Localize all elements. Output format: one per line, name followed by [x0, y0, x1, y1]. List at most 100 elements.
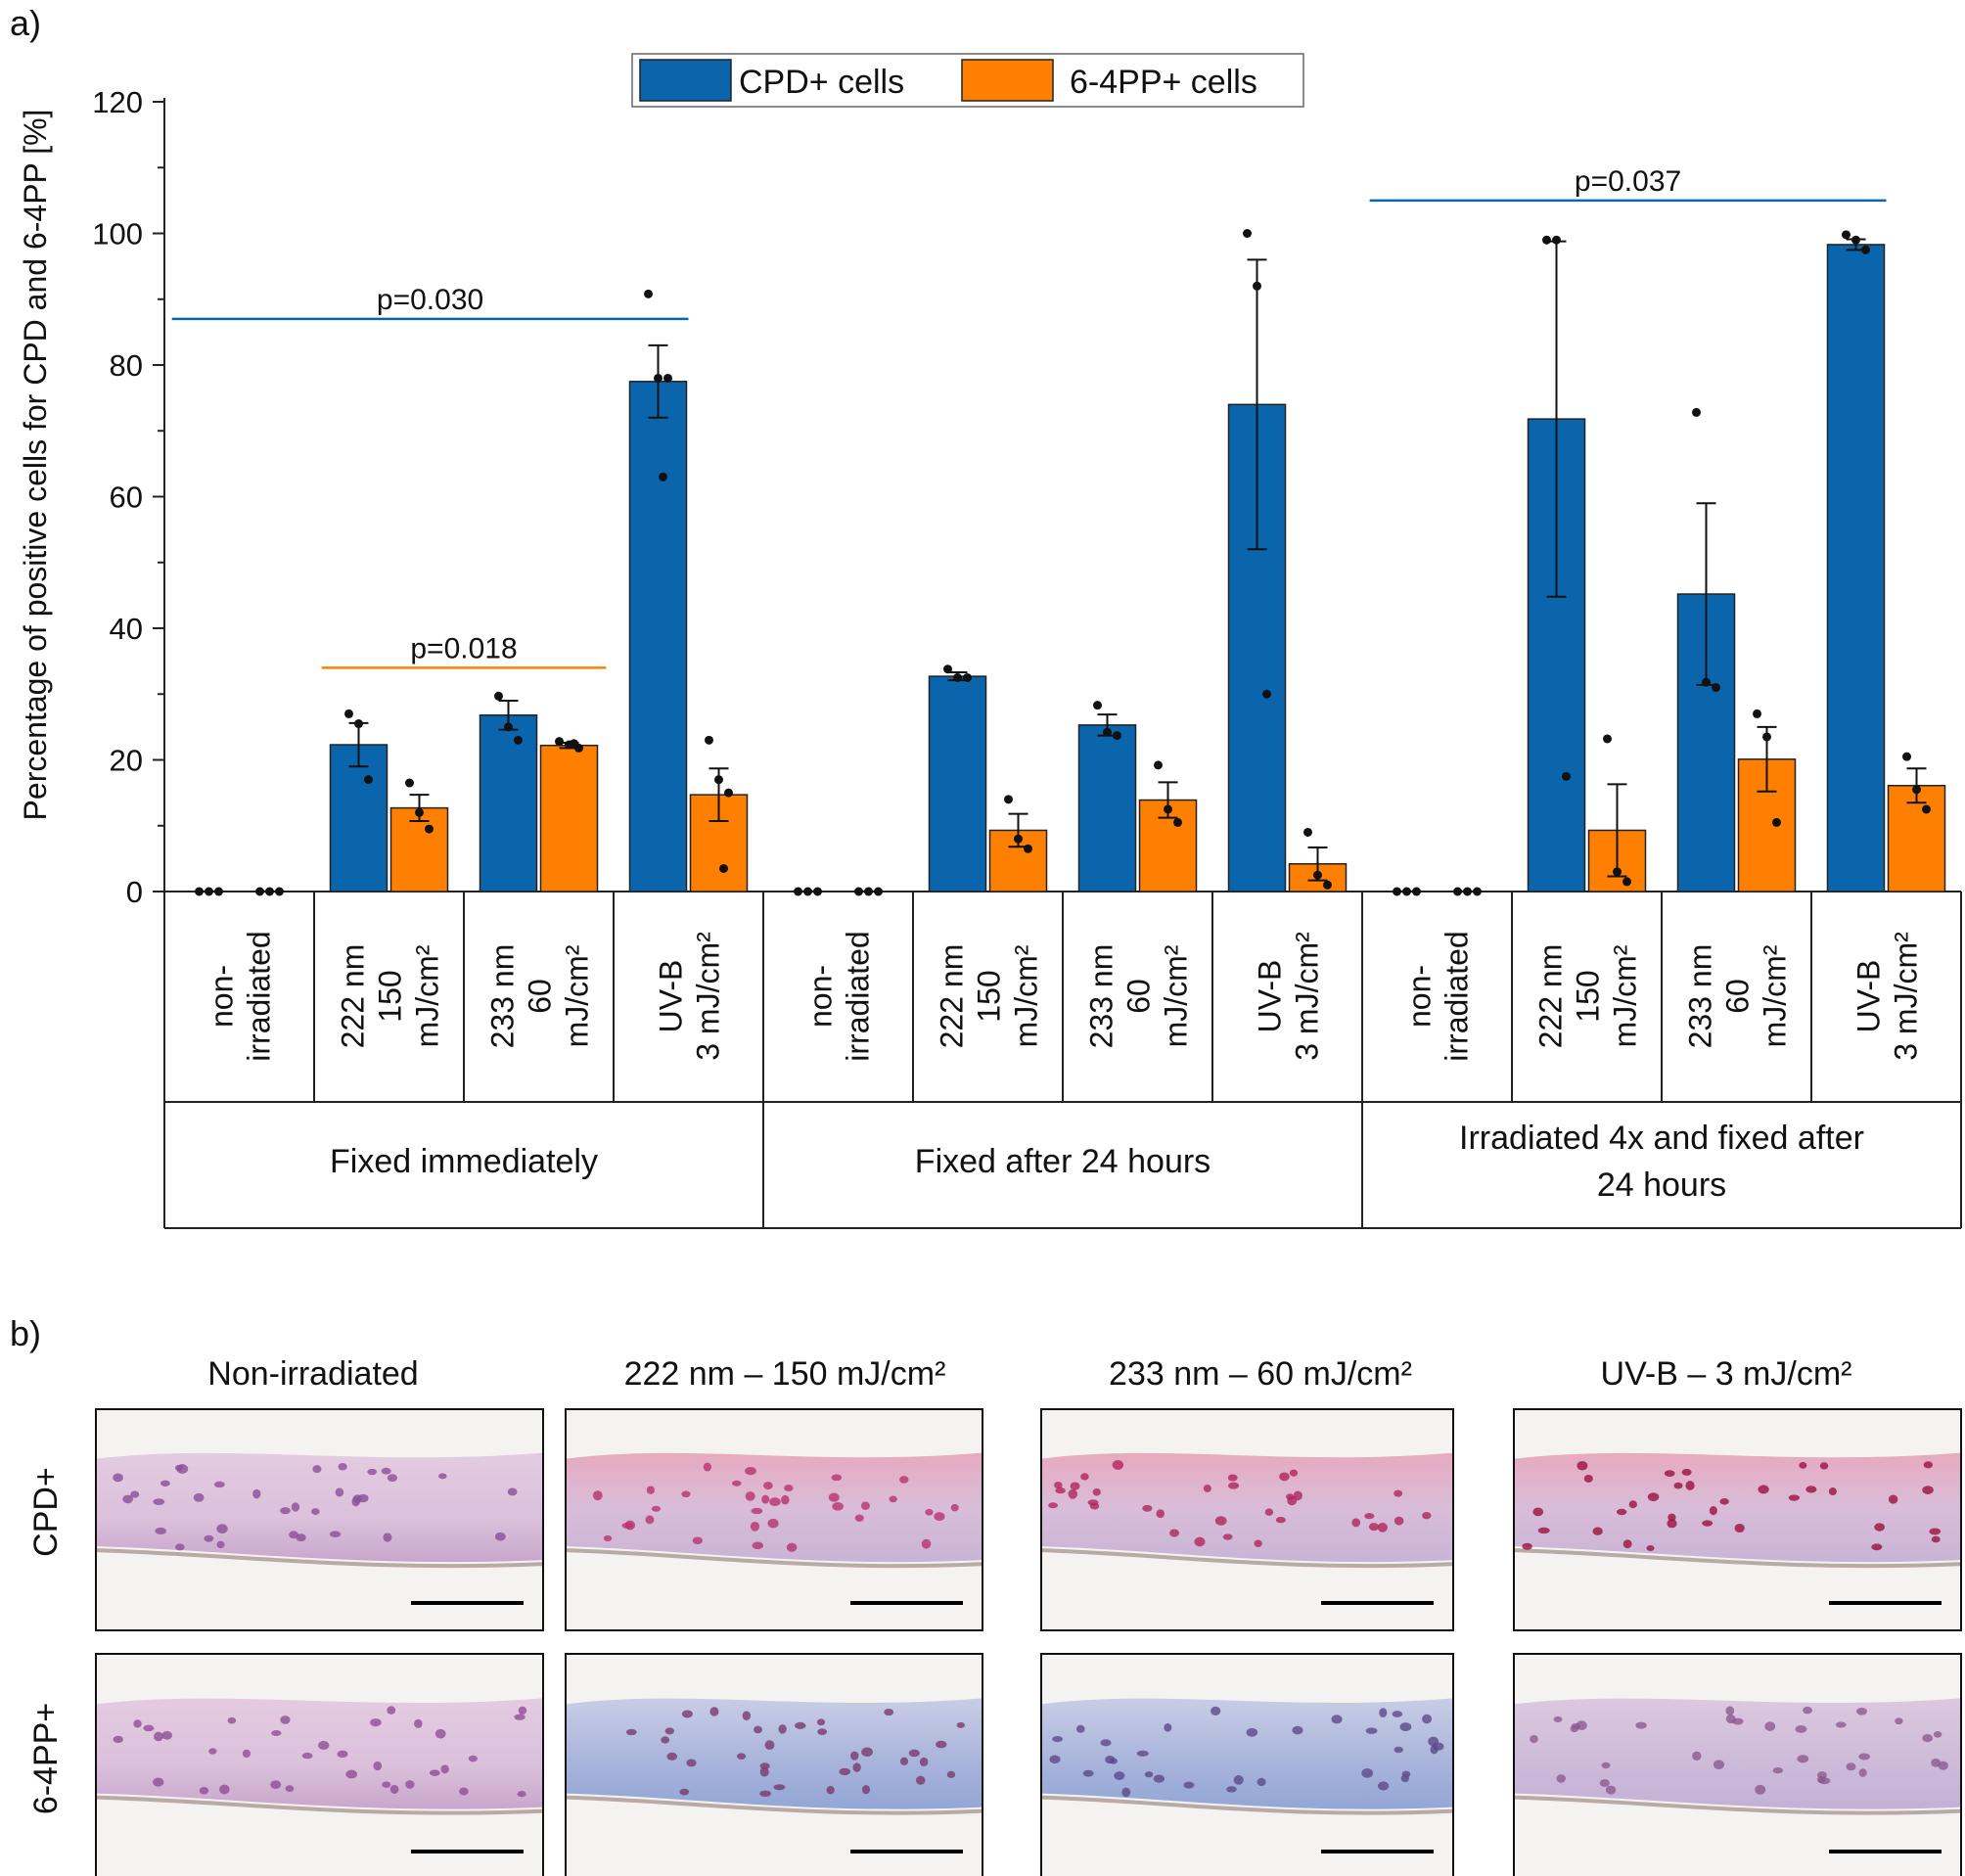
pp-data-point: [1463, 887, 1472, 896]
cell-nucleus: [1532, 1507, 1544, 1517]
cell-nucleus: [174, 1464, 184, 1471]
cell-nucleus: [1194, 1536, 1206, 1547]
cell-nucleus: [1068, 1488, 1077, 1499]
category-label: 233 nm: [1084, 944, 1120, 1049]
cell-nucleus: [1799, 1461, 1807, 1469]
cell-nucleus: [603, 1534, 613, 1542]
pp-data-point: [1014, 834, 1023, 844]
cell-nucleus: [270, 1780, 282, 1790]
cell-nucleus: [1142, 1504, 1153, 1512]
cell-nucleus: [199, 1786, 209, 1795]
category-label: 233 nm: [485, 944, 521, 1049]
pp-data-point: [425, 824, 434, 834]
cell-nucleus: [1394, 1489, 1403, 1497]
group-label: 24 hours: [1597, 1167, 1726, 1204]
cpd-data-point: [953, 672, 962, 682]
cell-nucleus: [216, 1540, 225, 1549]
cell-nucleus: [817, 1728, 828, 1735]
cell-nucleus: [1049, 1755, 1061, 1764]
cell-nucleus: [1888, 1494, 1898, 1504]
legend-label: CPD+ cells: [739, 64, 904, 101]
cell-nucleus: [1855, 1707, 1868, 1716]
data-points: [195, 229, 1931, 896]
category-label: 233 nm: [1683, 944, 1718, 1049]
cell-nucleus: [1788, 1494, 1801, 1501]
group-label: Fixed after 24 hours: [915, 1143, 1211, 1180]
category-label: 150: [1571, 970, 1606, 1022]
cell-nucleus: [213, 1481, 225, 1488]
tissue-section: [96, 1452, 543, 1563]
cell-nucleus: [1805, 1486, 1817, 1493]
cell-nucleus: [692, 1536, 703, 1545]
category-label: 150: [373, 970, 408, 1022]
y-axis-label: Percentage of positive cells for CPD and…: [18, 110, 53, 821]
cell-nucleus: [1668, 1513, 1676, 1522]
category-label: non-: [1402, 965, 1438, 1028]
cell-nucleus: [1664, 1470, 1675, 1477]
cpd-data-point: [943, 664, 952, 674]
cell-nucleus: [414, 1718, 423, 1729]
cell-nucleus: [731, 1480, 742, 1487]
cpd-data-point: [214, 887, 223, 896]
y-tick-label: 0: [126, 875, 143, 909]
cell-nucleus: [1929, 1528, 1942, 1535]
category-label: 222 nm: [1533, 944, 1569, 1049]
cell-nucleus: [764, 1740, 775, 1751]
cell-nucleus: [1553, 1716, 1563, 1723]
cell-nucleus: [280, 1716, 291, 1724]
panel-a-label: a): [10, 3, 41, 43]
cell-nucleus: [1622, 1539, 1632, 1549]
cell-nucleus: [745, 1467, 756, 1476]
cell-nucleus: [1361, 1767, 1374, 1778]
y-tick-label: 60: [110, 480, 143, 515]
pp-data-point: [255, 887, 264, 896]
cell-nucleus: [1228, 1482, 1240, 1489]
cpd-data-point: [1103, 727, 1112, 737]
cell-nucleus: [318, 1740, 330, 1750]
cell-nucleus: [1772, 1767, 1784, 1774]
cell-nucleus: [154, 1731, 163, 1742]
cell-nucleus: [345, 1769, 357, 1779]
cell-nucleus: [1087, 1499, 1099, 1506]
cell-nucleus: [429, 1769, 440, 1776]
cell-nucleus: [1351, 1518, 1361, 1528]
micrograph-frame: [1513, 1653, 1962, 1876]
cell-nucleus: [204, 1534, 214, 1542]
cpd-data-point: [654, 373, 663, 383]
cell-nucleus: [1828, 1487, 1837, 1496]
cell-nucleus: [208, 1748, 217, 1755]
cell-nucleus: [1156, 1509, 1165, 1519]
micrograph-frame: [95, 1653, 544, 1876]
category-label: mJ/cm²: [1159, 944, 1194, 1047]
cell-nucleus: [389, 1784, 399, 1794]
cell-nucleus: [301, 1752, 313, 1760]
cell-nucleus: [908, 1749, 920, 1758]
cell-nucleus: [1379, 1708, 1388, 1717]
x-category-table: non-irradiated 222 nm 150 mJ/cm² 233 nm 60 mJ/…: [163, 892, 1962, 1229]
cell-nucleus: [850, 1751, 859, 1761]
cell-nucleus: [703, 1462, 712, 1472]
cell-nucleus: [1719, 1498, 1729, 1505]
cell-nucleus: [950, 1503, 959, 1512]
cell-nucleus: [956, 1721, 966, 1728]
cell-nucleus: [1227, 1474, 1238, 1482]
cell-nucleus: [681, 1490, 691, 1498]
cpd-bar: [1077, 724, 1137, 892]
legend: CPD+ cells 6-4PP+ cells: [631, 53, 1304, 108]
cell-nucleus: [754, 1725, 762, 1734]
category-label: 60: [1121, 979, 1157, 1014]
cell-nucleus: [1858, 1753, 1870, 1761]
cell-nucleus: [1895, 1717, 1903, 1725]
cell-nucleus: [709, 1707, 719, 1716]
cell-nucleus: [1871, 1543, 1883, 1551]
cell-nucleus: [860, 1501, 870, 1510]
category-label: 3 mJ/cm²: [1290, 932, 1325, 1061]
cell-nucleus: [1667, 1519, 1677, 1529]
cell-nucleus: [761, 1494, 770, 1504]
cpd-data-point: [354, 719, 363, 729]
cell-nucleus: [1922, 1486, 1934, 1494]
cell-nucleus: [1846, 1762, 1856, 1771]
pp-data-point: [1772, 817, 1781, 827]
cell-nucleus: [1725, 1714, 1736, 1724]
cell-nucleus: [1725, 1706, 1735, 1716]
